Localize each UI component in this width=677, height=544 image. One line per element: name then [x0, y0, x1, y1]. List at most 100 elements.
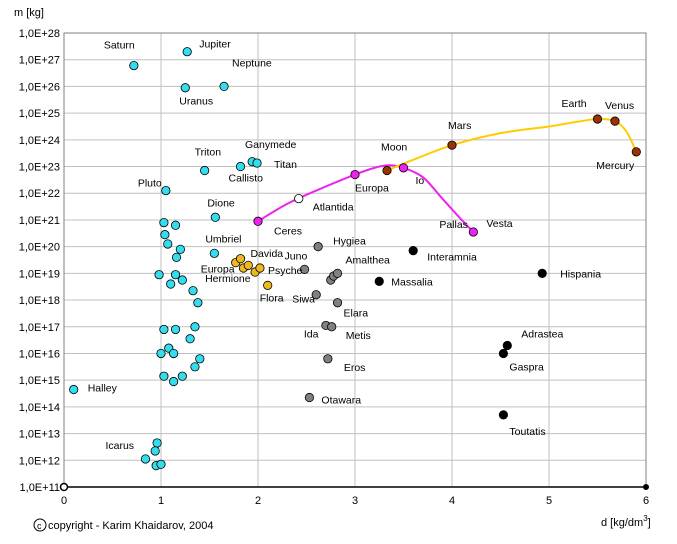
copyright-text: copyright - Karim Khaidarov, 2004	[48, 520, 214, 532]
x-tick-label: 3	[352, 495, 358, 507]
data-point-black	[537, 268, 547, 278]
data-point-cyan	[195, 354, 205, 364]
data-point-magenta	[398, 163, 409, 173]
x-axis-label: d [kg/dm3]	[601, 514, 651, 529]
copyright-symbol: c	[37, 521, 42, 531]
point-label: Davida	[250, 248, 283, 260]
data-point-cyan	[154, 270, 164, 280]
data-point-cyan	[177, 371, 187, 381]
data-point-magenta	[468, 227, 478, 237]
y-axis-label: m [kg]	[14, 7, 44, 19]
y-tick-label: 1,0E+23	[19, 162, 60, 174]
data-point-magenta	[350, 169, 360, 180]
point-label: Juno	[285, 250, 308, 262]
point-label: Jupiter	[199, 39, 231, 51]
point-label: Halley	[88, 383, 118, 395]
data-point-cyan	[156, 459, 166, 469]
data-point-cyan	[152, 438, 162, 448]
data-point-black	[374, 276, 384, 286]
point-label: Dione	[207, 197, 235, 209]
data-point-black	[498, 348, 509, 359]
data-point-gray	[299, 264, 310, 274]
y-tick-label: 1,0E+11	[20, 482, 60, 494]
data-point-cyan	[170, 324, 181, 335]
y-tick-label: 1,0E+24	[19, 135, 60, 147]
data-point-cyan	[163, 239, 173, 249]
data-point-cyan	[161, 185, 171, 196]
point-label: Hispania	[560, 268, 601, 280]
data-point-cyan	[160, 230, 170, 240]
data-point-brown	[610, 116, 620, 126]
data-point-cyan	[175, 244, 185, 254]
y-tick-label: 1,0E+25	[19, 108, 60, 120]
point-label: Triton	[195, 147, 222, 159]
data-point-black	[408, 246, 418, 256]
data-point-cyan	[193, 298, 203, 308]
data-point-cyan	[159, 324, 169, 335]
data-point-cyan	[171, 252, 182, 262]
point-label: Ganymede	[245, 139, 297, 151]
point-label: Siwa	[292, 294, 315, 306]
data-point-magenta	[253, 216, 263, 226]
copyright-icon	[33, 518, 47, 532]
data-point-cyan	[190, 362, 200, 372]
data-point-cyan	[188, 286, 198, 296]
data-point-cyan	[235, 161, 246, 172]
data-point-cyan	[150, 446, 160, 456]
axis-end-marker	[643, 484, 649, 490]
point-label: Gaspra	[509, 361, 544, 373]
data-point-cyan	[209, 248, 219, 258]
point-label: Callisto	[229, 173, 264, 185]
point-label: Elara	[344, 308, 369, 320]
origin-marker	[59, 482, 69, 492]
data-point-brown	[631, 147, 641, 157]
point-label: Interamnia	[427, 252, 477, 264]
data-point-cyan	[69, 384, 79, 395]
point-label: Hermione	[205, 273, 251, 285]
point-label: Titan	[274, 159, 297, 171]
point-label: Hygiea	[333, 236, 366, 248]
data-point-cyan	[156, 348, 166, 359]
data-point-cyan	[140, 454, 151, 464]
y-tick-label: 1,0E+13	[19, 429, 60, 441]
point-label: Adrastea	[521, 328, 563, 340]
data-point-cyan	[169, 376, 179, 387]
point-label: Pallas	[439, 219, 468, 231]
data-point-black	[502, 340, 512, 351]
x-tick-label: 4	[449, 495, 455, 507]
point-label: Amalthea	[346, 254, 391, 266]
data-point-cyan	[169, 348, 179, 359]
y-tick-label: 1,0E+18	[19, 295, 60, 307]
x-tick-label: 6	[643, 495, 649, 507]
data-point-gold	[235, 254, 246, 264]
data-point-cyan	[200, 165, 210, 176]
x-tick-label: 1	[158, 495, 164, 507]
y-tick-label: 1,0E+17	[19, 322, 60, 334]
y-tick-label: 1,0E+26	[19, 81, 60, 93]
point-label: Europa	[355, 183, 389, 195]
data-point-cyan	[210, 212, 220, 222]
point-label: Otawara	[321, 395, 361, 407]
data-points	[69, 47, 641, 471]
y-tick-label: 1,0E+22	[19, 188, 60, 200]
data-point-cyan	[159, 371, 169, 381]
point-label: Toutatis	[509, 426, 545, 438]
data-point-gray	[304, 392, 315, 403]
data-point-gray	[313, 242, 323, 252]
x-axis-tick-labels: 0 1 2 3 4 5 6	[61, 495, 649, 507]
trend-curve-yellow_line	[386, 117, 638, 172]
point-label: Pluto	[138, 178, 162, 190]
data-point-gray	[323, 354, 333, 364]
data-point-cyan	[177, 275, 187, 285]
data-point-cyan	[185, 334, 195, 344]
point-label: Metis	[346, 330, 371, 342]
y-tick-label: 1,0E+15	[19, 375, 60, 387]
trend-curves	[257, 117, 638, 233]
y-tick-label: 1,0E+21	[19, 215, 60, 227]
data-point-cyan	[252, 158, 262, 168]
point-label: Vesta	[486, 218, 512, 230]
point-label: Mercury	[596, 160, 635, 172]
point-label: Atlantida	[313, 202, 354, 214]
